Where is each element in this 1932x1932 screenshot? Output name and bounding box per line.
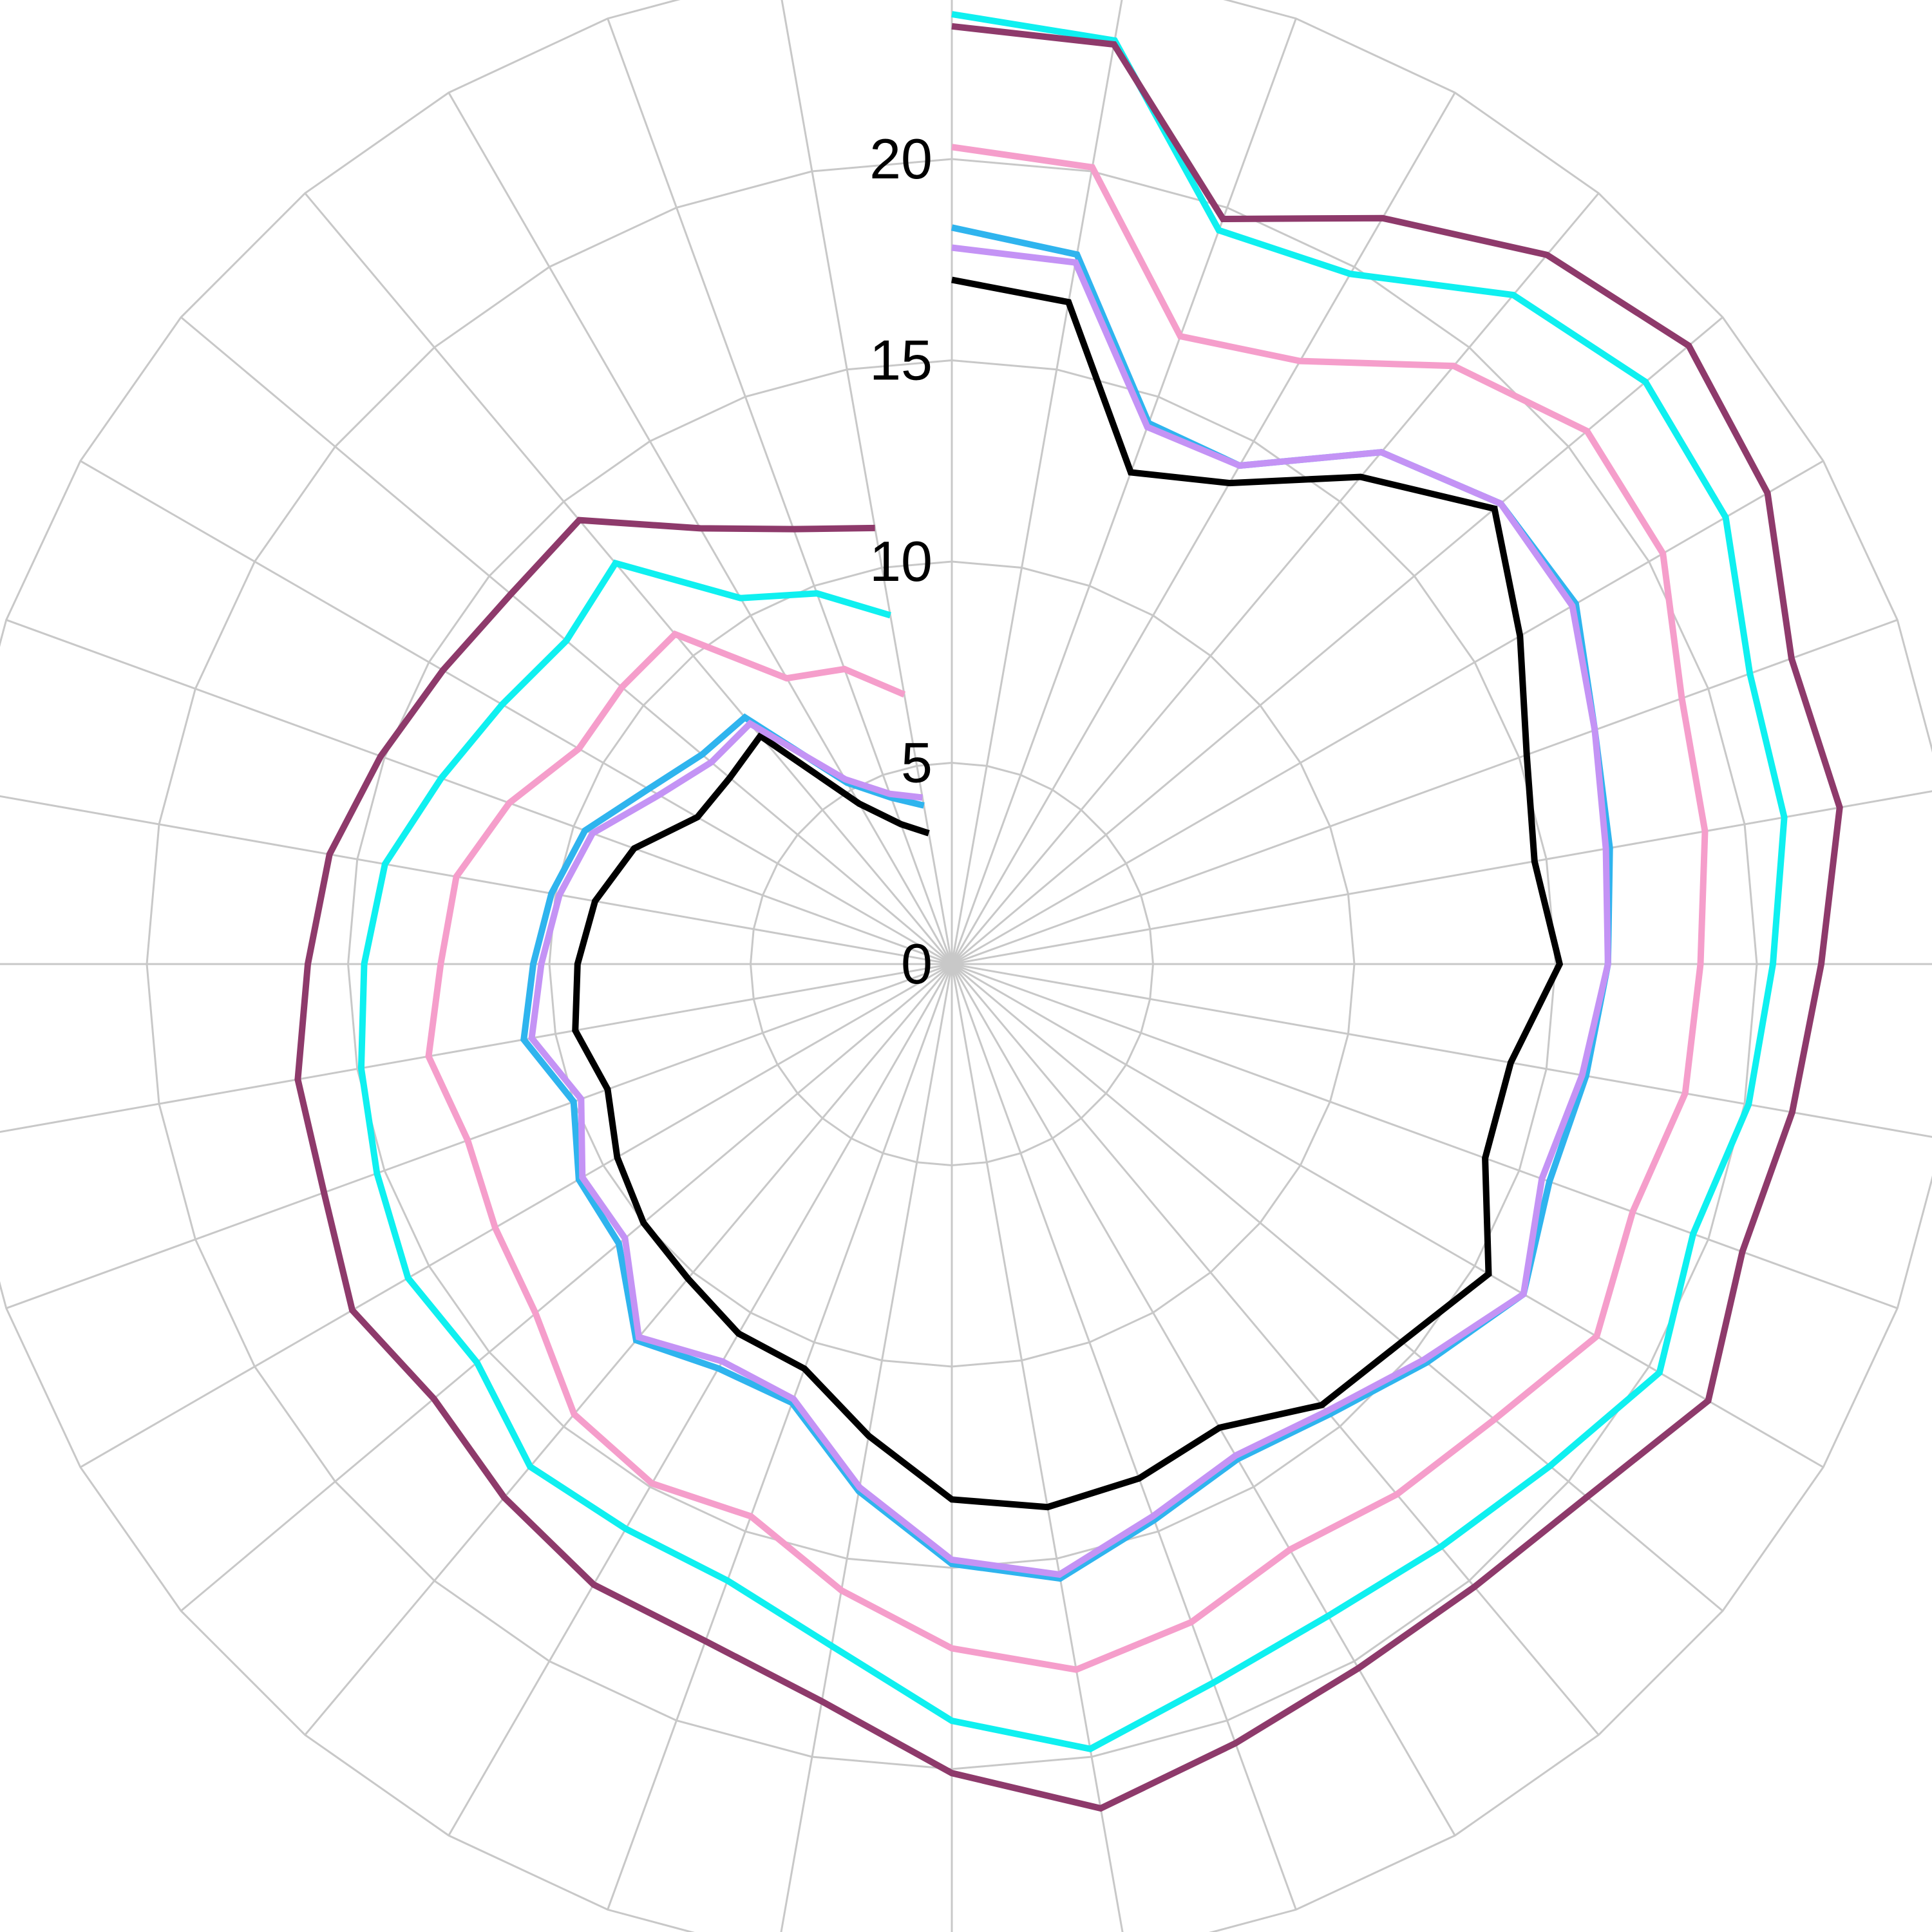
spoke-15: [951, 963, 1456, 1836]
spoke-35: [781, 0, 953, 965]
spoke-29: [6, 619, 952, 965]
spoke-12: [951, 963, 1824, 1468]
spoke-24: [80, 963, 952, 1468]
spoke-23: [180, 963, 952, 1612]
spoke-13: [951, 963, 1723, 1612]
series-line-2: [520, 224, 1613, 1582]
radial-tick-label: 5: [901, 731, 933, 795]
spoke-7: [951, 619, 1898, 965]
radar-series-group: [294, 11, 1843, 1812]
spoke-14: [951, 963, 1600, 1736]
spoke-32: [304, 193, 953, 965]
series-line-3: [528, 244, 1611, 1578]
series-line-6: [294, 23, 1843, 1812]
spoke-3: [951, 92, 1456, 965]
spoke-20: [607, 963, 953, 1910]
spoke-16: [951, 963, 1297, 1910]
spoke-26: [0, 963, 952, 1133]
spoke-28: [0, 795, 952, 965]
spoke-4: [951, 193, 1600, 965]
spoke-6: [951, 460, 1824, 965]
spoke-10: [951, 963, 1932, 1138]
spoke-21: [448, 963, 953, 1836]
spoke-22: [304, 963, 953, 1736]
spoke-19: [780, 963, 953, 1932]
series-line-1: [572, 276, 1564, 1511]
radial-tick-label: 20: [869, 127, 933, 191]
series-line-4: [425, 144, 1709, 1673]
spoke-30: [80, 460, 952, 965]
spoke-17: [951, 963, 1124, 1932]
radial-tick-label: 10: [869, 529, 933, 593]
spoke-11: [951, 963, 1898, 1309]
series-line-5: [357, 11, 1788, 1752]
spoke-5: [951, 316, 1723, 965]
spoke-2: [951, 18, 1297, 965]
spoke-1: [951, 0, 1123, 965]
spoke-25: [6, 963, 952, 1309]
spoke-34: [607, 18, 953, 965]
spoke-8: [951, 790, 1932, 965]
radial-tick-labels: 0 5 10 15 20: [869, 127, 933, 996]
radial-tick-label: 0: [901, 932, 933, 996]
radial-tick-label: 15: [869, 328, 933, 392]
